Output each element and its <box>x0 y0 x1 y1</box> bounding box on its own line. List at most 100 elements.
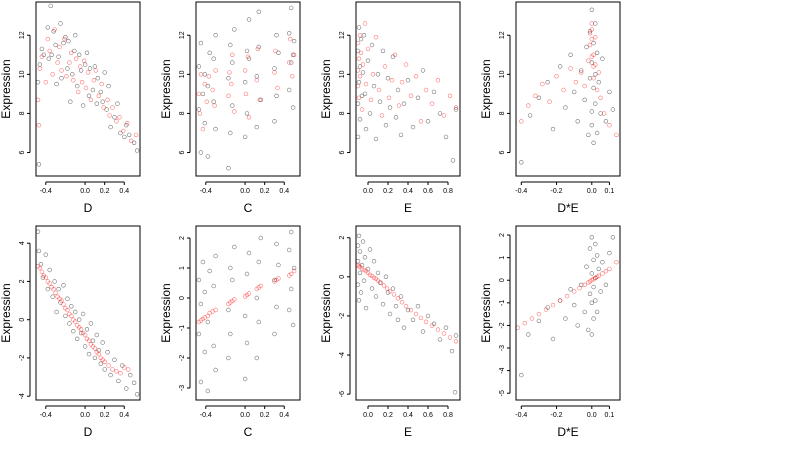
fitted-point <box>232 297 237 302</box>
observed-point <box>287 31 292 36</box>
fitted-point <box>35 97 41 103</box>
observed-point <box>563 105 568 110</box>
fitted-point <box>229 81 234 87</box>
fitted-point <box>593 62 598 67</box>
observed-point <box>69 304 74 309</box>
observed-point <box>98 89 104 95</box>
fitted-point <box>441 331 447 336</box>
observed-point <box>452 390 458 395</box>
observed-point <box>274 93 279 99</box>
observed-point <box>54 309 59 315</box>
fitted-point <box>368 97 374 103</box>
x-tick-label: 0.0 <box>363 412 373 419</box>
fitted-point <box>85 70 91 75</box>
x-axis-label: C <box>244 201 253 215</box>
fitted-point <box>526 103 531 108</box>
observed-point <box>76 317 82 322</box>
fitted-point <box>50 72 55 77</box>
observed-point <box>65 66 70 71</box>
fitted-point <box>540 81 545 87</box>
y-axis: -4 -2 0 2 4 Expression <box>0 241 31 399</box>
observed-point <box>360 239 366 244</box>
fitted-point <box>206 74 212 79</box>
observed-point <box>443 325 449 330</box>
fitted-point <box>596 70 601 75</box>
y-tick-label: 10 <box>499 70 506 78</box>
observed-point <box>52 279 57 284</box>
observed-point <box>587 291 593 296</box>
observed-point <box>196 277 202 283</box>
x-axis-label: D*E <box>557 201 578 215</box>
fitted-point <box>105 97 110 103</box>
observed-point <box>594 253 600 258</box>
observed-point <box>98 361 104 366</box>
fitted-point <box>582 83 587 89</box>
fitted-point <box>59 298 64 303</box>
fitted-point <box>43 275 48 280</box>
fitted-point <box>435 327 441 332</box>
fitted-point <box>381 283 387 288</box>
observed-point <box>67 321 72 326</box>
observed-point <box>242 376 248 382</box>
fitted-point <box>441 113 447 118</box>
observed-point <box>102 367 107 372</box>
fitted-point <box>291 268 297 274</box>
observed-point <box>108 372 113 378</box>
observed-point <box>213 253 218 259</box>
observed-point <box>398 132 404 138</box>
fitted-point <box>550 302 556 308</box>
fitted-point <box>399 300 405 305</box>
observed-point <box>568 52 573 57</box>
y-axis-label: Expression <box>319 59 333 118</box>
plot-frame <box>195 1 301 177</box>
observed-point <box>363 305 369 311</box>
y-tick-label: 2 <box>179 236 186 240</box>
observed-point <box>196 107 202 112</box>
fitted-point <box>600 271 605 276</box>
fitted-point <box>375 278 381 283</box>
x-tick-label: 0.8 <box>443 412 453 419</box>
fitted-point <box>591 75 596 81</box>
observed-point <box>519 160 524 165</box>
x-tick-label: 0.2 <box>260 188 270 195</box>
observed-point <box>95 75 101 81</box>
x-tick-label: 0.4 <box>403 412 413 419</box>
fitted-point <box>258 283 263 289</box>
observed-point <box>596 266 601 272</box>
x-tick-label: -0.4 <box>515 188 527 195</box>
observed-point <box>196 331 202 337</box>
x-tick-label: 0.0 <box>240 188 250 195</box>
x-tick-label: -0.4 <box>200 188 212 195</box>
observed-point <box>586 327 591 333</box>
fitted-point <box>122 365 127 370</box>
y-tick-label: -1 <box>179 325 186 331</box>
x-axis: 0.0 0.2 0.4 0.6 0.8 E <box>363 181 453 215</box>
observed-point <box>291 38 297 44</box>
fitted-point <box>564 293 570 299</box>
fitted-point <box>69 50 74 55</box>
observed-point <box>90 338 96 343</box>
observed-point <box>450 158 456 163</box>
observed-point <box>395 87 401 93</box>
observed-point <box>254 124 259 130</box>
y-tick-label: -2 <box>19 355 26 361</box>
observed-point <box>594 130 600 136</box>
observed-point <box>87 66 93 71</box>
observed-point <box>66 38 71 44</box>
observed-point <box>401 325 407 330</box>
observed-point <box>355 101 361 106</box>
fitted-point <box>289 271 294 277</box>
x-tick-label: -0.4 <box>515 412 527 419</box>
observed-point <box>361 32 367 38</box>
observed-point <box>50 294 55 299</box>
fitted-point <box>418 119 424 124</box>
y-tick-label: 8 <box>339 111 346 115</box>
observed-point <box>587 75 593 81</box>
observed-point <box>415 304 421 309</box>
y-tick-label: 12 <box>499 31 506 39</box>
y-tick-label: 6 <box>179 150 186 154</box>
observed-point <box>274 241 279 247</box>
observed-point <box>401 101 407 106</box>
observed-point <box>39 46 45 52</box>
fitted-point <box>355 68 361 73</box>
